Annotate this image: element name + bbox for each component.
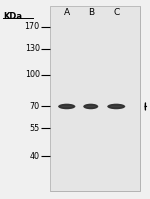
Ellipse shape xyxy=(83,104,98,109)
Ellipse shape xyxy=(61,106,72,107)
Ellipse shape xyxy=(110,106,122,107)
Text: 100: 100 xyxy=(25,70,40,79)
Text: C: C xyxy=(113,8,119,18)
Text: 130: 130 xyxy=(25,44,40,53)
Text: B: B xyxy=(88,8,94,18)
Ellipse shape xyxy=(86,106,96,107)
Ellipse shape xyxy=(58,104,75,109)
Bar xyxy=(50,6,140,191)
Text: 170: 170 xyxy=(25,22,40,31)
Text: A: A xyxy=(64,8,70,18)
Text: 40: 40 xyxy=(30,152,40,161)
Text: 55: 55 xyxy=(30,124,40,133)
Text: KDa: KDa xyxy=(3,12,22,20)
Text: 70: 70 xyxy=(30,102,40,111)
Bar xyxy=(50,6,140,191)
Ellipse shape xyxy=(107,104,125,109)
